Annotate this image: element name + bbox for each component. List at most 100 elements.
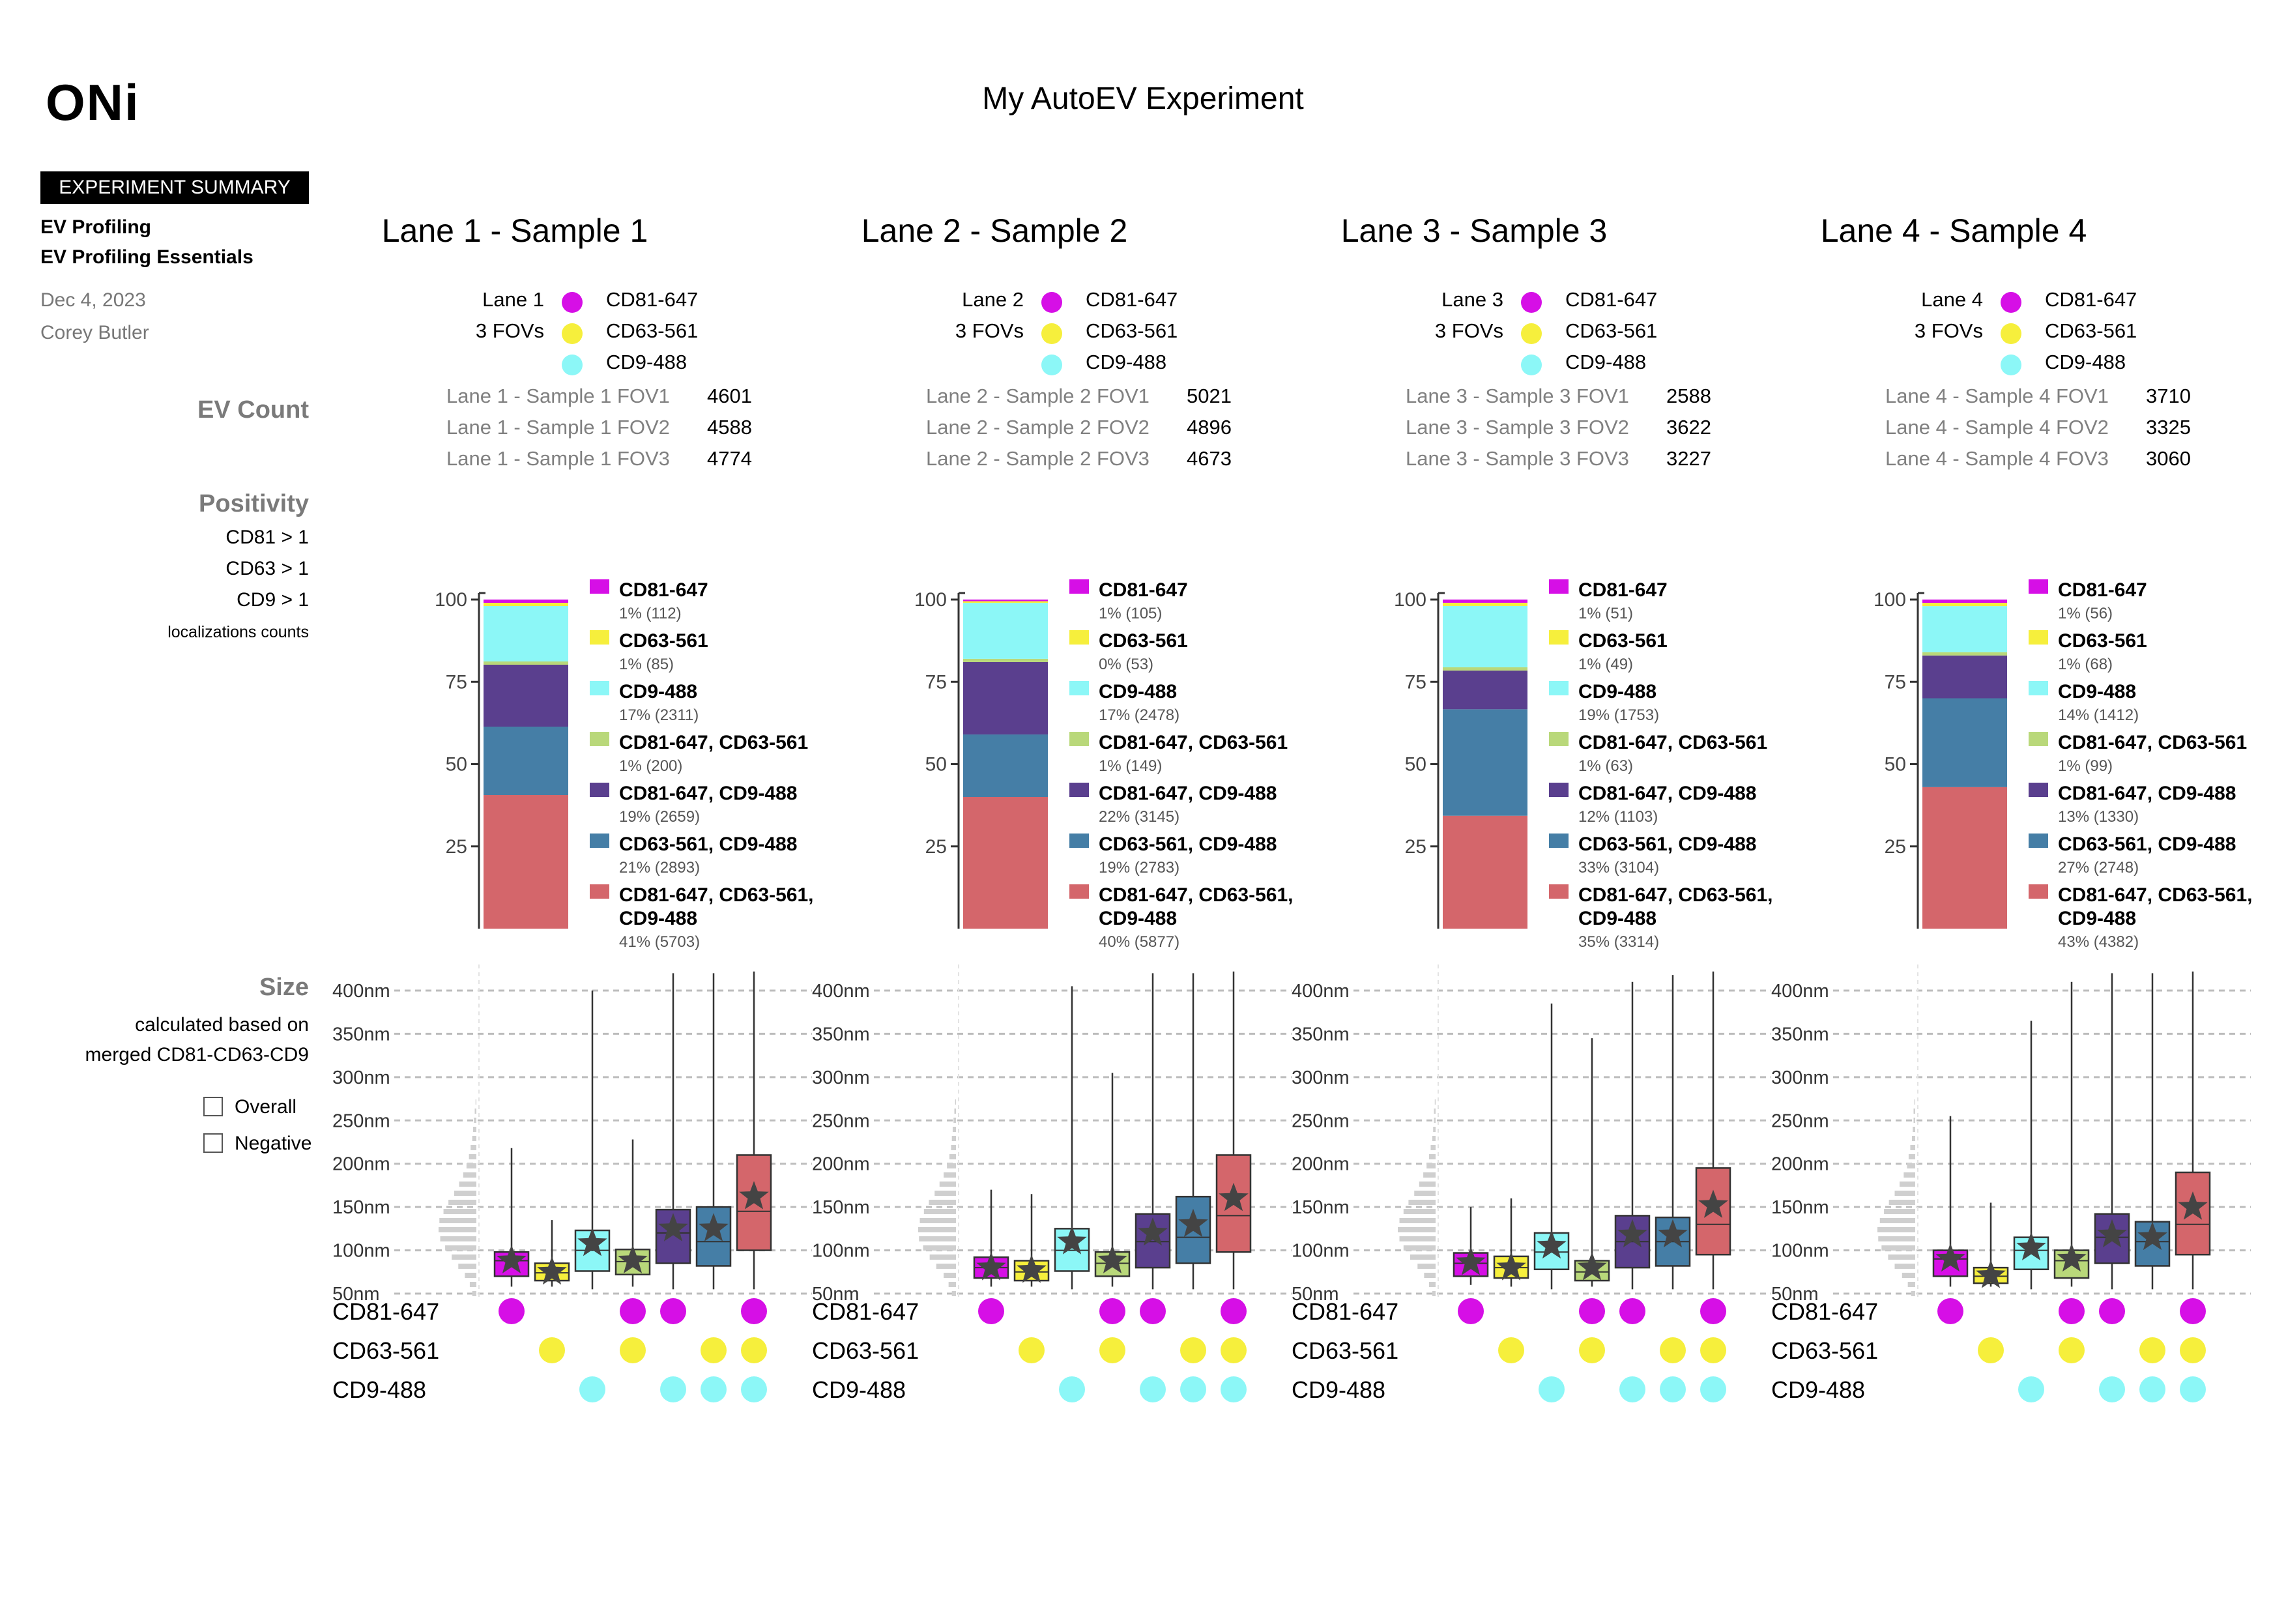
legend-value: 1% (68)	[2058, 656, 2113, 673]
mean-star-icon	[2178, 1191, 2208, 1220]
negative-toggle[interactable]: Negative	[203, 1133, 311, 1155]
box-cd81-647-cd63-561-cd9-488	[2175, 1171, 2211, 1256]
matrix-dot-cd81-647	[2059, 1298, 2085, 1324]
legend-name: CD63-561, CD9-488	[619, 834, 797, 855]
mean-star-icon	[1017, 1254, 1047, 1283]
bar-segment-cd81-647	[484, 600, 568, 603]
legend-name: CD81-647, CD63-561,	[2058, 884, 2253, 906]
y-tick-label: 50nm	[1771, 1284, 1819, 1305]
legend-name: CD81-647, CD9-488	[619, 783, 797, 804]
matrix-dot-cd63-561	[2139, 1337, 2165, 1363]
size-note-line2: merged CD81-CD63-CD9	[85, 1044, 309, 1066]
bar-segment-cd81-647-cd63-561-cd9-488	[1922, 787, 2007, 929]
mean-star-icon	[1935, 1243, 1965, 1272]
matrix-dot-cd9-488	[2139, 1376, 2165, 1402]
mean-star-icon	[1138, 1217, 1168, 1246]
legend-swatch-cd63-561-cd9-488	[590, 834, 609, 848]
y-tick-label: 100nm	[812, 1241, 870, 1262]
legend-name: CD9-488	[1099, 681, 1177, 703]
matrix-label-cd9-488: CD9-488	[332, 1376, 427, 1403]
mean-star-icon	[537, 1256, 567, 1285]
y-tick-label: 150nm	[332, 1197, 390, 1218]
legend-value: 35% (3314)	[1578, 933, 1659, 951]
bar-segment-cd63-561	[1443, 602, 1527, 606]
overall-checkbox[interactable]	[203, 1097, 223, 1116]
negative-checkbox[interactable]	[203, 1133, 223, 1153]
mean-star-icon	[1537, 1230, 1567, 1259]
lane-label: Lane 4	[1921, 288, 1983, 311]
legend-swatch-cd81-647-cd9-488	[1549, 783, 1569, 797]
fov-name: Lane 4 - Sample 4 FOV3	[1885, 447, 2109, 470]
fov-name: Lane 2 - Sample 2 FOV3	[926, 447, 1150, 470]
y-tick-label: 250nm	[1292, 1110, 1350, 1131]
legend-name: CD81-647	[1099, 579, 1188, 601]
matrix-dot-cd63-561	[1019, 1337, 1045, 1363]
matrix-dot-cd9-488	[741, 1376, 767, 1402]
matrix-label-cd63-561: CD63-561	[812, 1337, 919, 1364]
legend-swatch-cd81-647	[1549, 579, 1569, 594]
y-tick-label: 250nm	[812, 1110, 870, 1131]
matrix-dot-cd63-561	[1180, 1337, 1206, 1363]
positivity-rule-cd63: CD63 > 1	[225, 558, 309, 579]
size-label: Size	[259, 974, 309, 1001]
matrix-dot-cd9-488	[1619, 1376, 1645, 1402]
positivity-chart: 25 50 75 100 CD81-647 1% (51) CD63-561 1% (49) C…	[1394, 579, 1773, 951]
matrix-dot-cd63-561	[1099, 1337, 1125, 1363]
marker-dot-cd81-647	[1041, 292, 1062, 313]
legend-swatch-cd81-647-cd9-488	[590, 783, 609, 797]
legend-value: 13% (1330)	[2058, 808, 2139, 826]
legend-name: CD81-647, CD63-561,	[619, 884, 814, 906]
bar-segment-cd81-647	[1922, 600, 2007, 603]
y-tick-label: 300nm	[332, 1067, 390, 1088]
matrix-label-cd9-488: CD9-488	[812, 1376, 906, 1403]
matrix-dot-cd81-647	[620, 1298, 646, 1324]
mean-star-icon	[1976, 1260, 2006, 1288]
legend-value: 1% (51)	[1578, 605, 1633, 622]
legend-value: 22% (3145)	[1099, 808, 1179, 826]
positivity-rule-cd9: CD9 > 1	[237, 589, 309, 611]
y-tick-label: 100nm	[1771, 1241, 1829, 1262]
legend-swatch-cd63-561-cd9-488	[2029, 834, 2048, 848]
fov-event-count: 2588	[1666, 384, 1711, 407]
legend-name: CD9-488	[1578, 681, 1657, 703]
matrix-dot-cd9-488	[701, 1376, 727, 1402]
mean-star-icon	[699, 1213, 729, 1241]
positivity-chart: 25 50 75 100 CD81-647 1% (112) CD63-561 1% (85)…	[435, 579, 814, 951]
mean-star-icon	[976, 1252, 1006, 1281]
matrix-dot-cd81-647	[1221, 1298, 1247, 1324]
positivity-chart: 25 50 75 100 CD81-647 1% (56) CD63-561 1% (68) C…	[1874, 579, 2253, 951]
mean-star-icon	[1577, 1252, 1607, 1281]
matrix-dot-cd63-561	[1978, 1337, 2004, 1363]
legend-value: 27% (2748)	[2058, 859, 2139, 877]
marker-label-cd63-561: CD63-561	[1565, 319, 1658, 342]
overall-toggle[interactable]: Overall	[203, 1096, 297, 1118]
legend-value: 17% (2478)	[1099, 706, 1179, 724]
y-tick-label: 100nm	[1292, 1241, 1350, 1262]
matrix-dot-cd81-647	[1140, 1298, 1166, 1324]
legend-swatch-cd81-647-cd63-561	[590, 732, 609, 746]
legend-value: 21% (2893)	[619, 859, 700, 877]
matrix-dot-cd63-561	[2059, 1337, 2085, 1363]
legend-value: 33% (3104)	[1578, 859, 1659, 877]
legend-value: 19% (1753)	[1578, 706, 1659, 724]
y-tick-label: 300nm	[1771, 1067, 1829, 1088]
positivity-label: Positivity	[199, 490, 309, 517]
fov-event-count: 4774	[707, 447, 752, 470]
lane-label: Lane 1	[482, 288, 544, 311]
y-tick-label: 100	[914, 589, 947, 611]
matrix-dot-cd9-488	[1660, 1376, 1686, 1402]
lane-panel-3: Lane 3 - Sample 3 Lane 3 3 FOVs CD81-647 CD6…	[1292, 0, 1773, 1624]
y-tick-label: 75	[925, 671, 947, 693]
lane-panel-1: Lane 1 - Sample 1 Lane 1 3 FOVs CD81-647 CD6…	[332, 0, 814, 1624]
fov-event-count: 4588	[707, 416, 752, 439]
fov-count-label: 3 FOVs	[1434, 319, 1503, 342]
bar-segment-cd9-488	[963, 603, 1048, 659]
legend-swatch-cd81-647-cd9-488	[1069, 783, 1089, 797]
y-tick-label: 150nm	[812, 1197, 870, 1218]
y-tick-label: 50	[925, 754, 947, 776]
lane-title: Lane 2 - Sample 2	[861, 212, 1128, 249]
y-tick-label: 50nm	[332, 1284, 380, 1305]
fov-count-label: 3 FOVs	[475, 319, 544, 342]
y-tick-label: 200nm	[332, 1154, 390, 1175]
matrix-dot-cd63-561	[701, 1337, 727, 1363]
